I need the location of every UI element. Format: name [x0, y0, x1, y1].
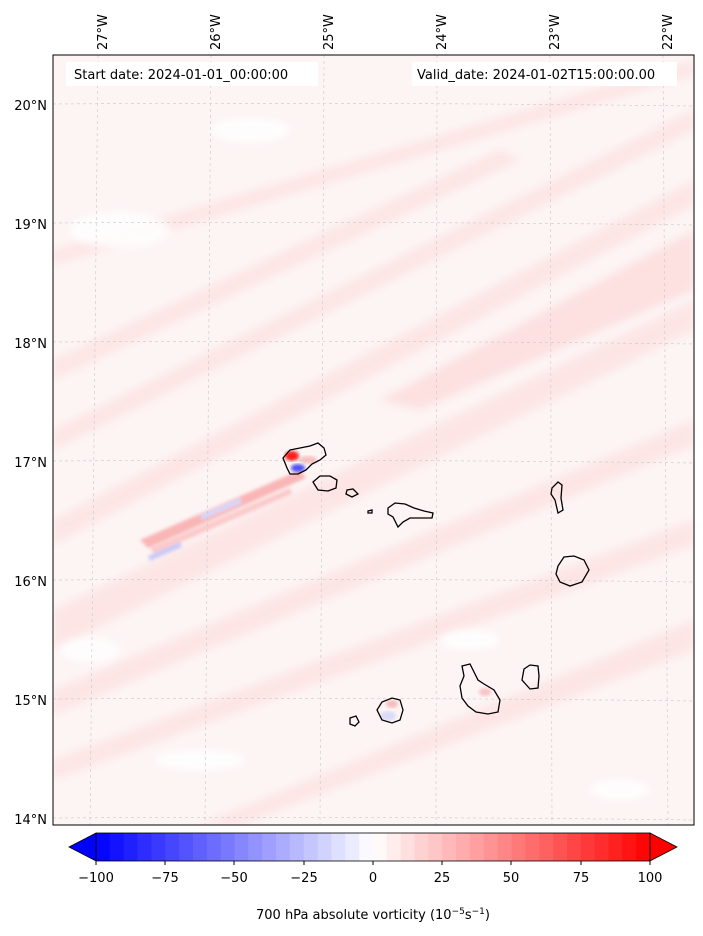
colorbar-segment [636, 833, 651, 861]
colorbar-tick-label: 0 [369, 871, 377, 886]
colorbar-segment [386, 833, 402, 861]
colorbar-segment [497, 833, 512, 861]
colorbar-segment [234, 833, 249, 861]
map-panel [52, 54, 695, 826]
colorbar-segment [622, 833, 637, 861]
colorbar-title-end: ) [485, 908, 490, 923]
lat-label: 17°N [14, 456, 47, 471]
colorbar-segment [400, 833, 415, 861]
island-santo-antao [282, 442, 327, 475]
colorbar-segment [262, 833, 277, 861]
colorbar-tick-label: −100 [78, 871, 114, 886]
island-ilheu [367, 509, 373, 514]
colorbar-segment [442, 833, 457, 861]
colorbar-low-extension [68, 832, 97, 862]
colorbar-segment [317, 833, 332, 861]
colorbar-segment [303, 833, 318, 861]
colorbar-segment [594, 833, 609, 861]
island-sao-nicolau [387, 502, 434, 529]
colorbar-segment [123, 833, 138, 861]
lat-label: 15°N [14, 694, 47, 709]
colorbar-segment [331, 833, 346, 861]
island-santa-luzia [345, 488, 360, 498]
colorbar-segment [580, 833, 595, 861]
longitude-labels: 27°W 26°W 25°W 24°W 23°W 22°W [96, 14, 676, 50]
colorbar-segment [220, 833, 235, 861]
colorbar-segment [608, 833, 623, 861]
colorbar-high-extension [649, 832, 678, 862]
colorbar-segment [511, 833, 526, 861]
colorbar-segment [428, 833, 443, 861]
colorbar-segment [137, 833, 152, 861]
lon-label: 22°W [661, 14, 676, 50]
colorbar-tick-label: 75 [573, 871, 590, 886]
colorbar-tick-label: 50 [503, 871, 520, 886]
island-sao-vicente [312, 475, 338, 492]
colorbar: −100 −75 −50 −25 0 25 50 75 100 700 hPa … [68, 832, 678, 923]
colorbar-segment [456, 833, 471, 861]
lon-label: 26°W [209, 14, 224, 50]
vorticity-field-background [53, 55, 694, 825]
map-frame [52, 54, 695, 826]
colorbar-segment [345, 833, 360, 861]
colorbar-ticks [95, 861, 651, 865]
island-maio [521, 664, 540, 690]
colorbar-segment [165, 833, 180, 861]
map-header: Start date: 2024-01-01_00:00:00 Valid_da… [66, 62, 677, 86]
gridlines [53, 55, 694, 825]
colorbar-segment [469, 833, 485, 861]
colorbar-segment [483, 833, 499, 861]
colorbar-segment [359, 833, 374, 861]
colorbar-segment [525, 833, 540, 861]
colorbar-segment [373, 833, 388, 861]
start-date-label: Start date: 2024-01-01_00:00:00 [74, 68, 288, 83]
coastlines [282, 442, 590, 727]
colorbar-segment [414, 833, 429, 861]
colorbar-segment [248, 833, 263, 861]
latitude-labels: 20°N 19°N 18°N 17°N 16°N 15°N 14°N [14, 99, 47, 828]
colorbar-segment [206, 833, 222, 861]
lon-label: 27°W [96, 14, 111, 50]
colorbar-segment [151, 833, 166, 861]
colorbar-segment [289, 833, 305, 861]
colorbar-segment [109, 833, 125, 861]
colorbar-title-mid: s [465, 908, 472, 923]
island-sal [550, 481, 564, 515]
lon-label: 25°W [322, 14, 337, 50]
colorbar-tick-label: −50 [220, 871, 247, 886]
island-brava [349, 715, 360, 727]
colorbar-title: 700 hPa absolute vorticity (10−5s−1) [256, 907, 490, 923]
colorbar-segments [96, 833, 651, 861]
colorbar-segment [179, 833, 194, 861]
colorbar-title-main: 700 hPa absolute vorticity (10 [256, 908, 452, 923]
colorbar-tick-label: 25 [434, 871, 451, 886]
island-santiago [459, 663, 501, 715]
lat-label: 16°N [14, 575, 47, 590]
lon-label: 24°W [435, 14, 450, 50]
colorbar-segment [192, 833, 208, 861]
colorbar-title-exp1: −5 [452, 907, 465, 917]
colorbar-segment [566, 833, 582, 861]
island-fogo [376, 697, 404, 724]
lat-label: 19°N [14, 218, 47, 233]
colorbar-tick-label: 100 [638, 871, 663, 886]
lat-label: 20°N [14, 99, 47, 114]
lat-label: 18°N [14, 337, 47, 352]
colorbar-segment [553, 833, 568, 861]
lon-label: 23°W [548, 14, 563, 50]
colorbar-segment [96, 833, 111, 861]
colorbar-tick-label: −75 [151, 871, 178, 886]
colorbar-tick-label: −25 [290, 871, 317, 886]
island-boa-vista [555, 555, 590, 587]
lat-label: 14°N [14, 813, 47, 828]
colorbar-segment [539, 833, 554, 861]
colorbar-title-exp2: −1 [472, 907, 485, 917]
colorbar-segment [276, 833, 291, 861]
vorticity-shading [53, 60, 694, 825]
valid-date-label: Valid_date: 2024-01-02T15:00:00.00 [417, 68, 655, 83]
